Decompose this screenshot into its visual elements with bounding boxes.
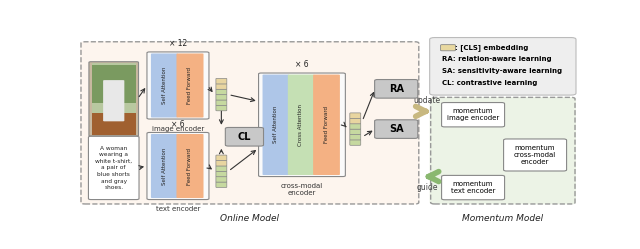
FancyBboxPatch shape [440,45,456,51]
Text: Feed Forward: Feed Forward [188,147,192,185]
FancyBboxPatch shape [216,177,227,182]
FancyBboxPatch shape [442,175,504,200]
Text: CL: contrastive learning: CL: contrastive learning [442,80,538,86]
FancyBboxPatch shape [288,74,315,175]
FancyBboxPatch shape [80,41,420,204]
FancyBboxPatch shape [216,171,227,177]
Text: A woman
wearing a
white t-shirt,
a pair of
blue shorts
and gray
shoes.: A woman wearing a white t-shirt, a pair … [95,146,132,190]
Text: Momentum Model: Momentum Model [462,214,543,223]
Text: momentum
text encoder: momentum text encoder [451,181,495,194]
Text: RA: RA [388,84,404,94]
Text: Feed Forward: Feed Forward [324,106,329,143]
Text: × 6: × 6 [295,60,308,69]
Text: Cross Attention: Cross Attention [298,104,303,146]
FancyBboxPatch shape [89,62,138,136]
FancyBboxPatch shape [216,160,227,166]
FancyBboxPatch shape [216,78,227,84]
Bar [92,113,136,135]
Text: Online Model: Online Model [220,214,280,223]
Text: update: update [413,96,441,105]
Text: momentum
image encoder: momentum image encoder [447,108,499,121]
FancyBboxPatch shape [374,79,418,98]
FancyBboxPatch shape [147,132,209,199]
FancyBboxPatch shape [350,140,361,145]
Text: image encoder: image encoder [152,126,204,132]
Bar [92,65,136,103]
Text: Self Attention: Self Attention [273,106,278,143]
Bar [92,63,136,135]
Text: guide: guide [417,183,438,191]
FancyBboxPatch shape [216,89,227,95]
Text: RA: relation-aware learning: RA: relation-aware learning [442,56,552,62]
FancyBboxPatch shape [216,94,227,100]
FancyBboxPatch shape [504,139,566,171]
FancyBboxPatch shape [350,124,361,129]
Text: : [CLS] embedding: : [CLS] embedding [456,44,529,51]
FancyBboxPatch shape [177,134,204,198]
FancyBboxPatch shape [216,155,227,161]
FancyBboxPatch shape [216,166,227,171]
Text: text encoder: text encoder [156,206,200,212]
FancyBboxPatch shape [262,74,289,175]
Text: cross-modal
encoder: cross-modal encoder [281,183,323,196]
Text: CL: CL [237,132,251,142]
FancyBboxPatch shape [147,52,209,119]
FancyBboxPatch shape [429,38,576,95]
Text: momentum
cross-modal
encoder: momentum cross-modal encoder [514,145,556,165]
FancyBboxPatch shape [350,118,361,124]
FancyBboxPatch shape [225,127,264,146]
FancyBboxPatch shape [350,113,361,119]
FancyBboxPatch shape [313,74,340,175]
Text: Feed Forward: Feed Forward [188,67,192,104]
FancyBboxPatch shape [259,73,346,177]
Text: SA: SA [389,124,403,134]
FancyBboxPatch shape [350,129,361,134]
Text: Self Attention: Self Attention [162,147,166,185]
Text: Self Attention: Self Attention [162,67,166,104]
FancyBboxPatch shape [177,54,204,118]
Text: SA: sensitivity-aware learning: SA: sensitivity-aware learning [442,68,562,74]
Text: × 6: × 6 [171,120,185,129]
FancyBboxPatch shape [151,54,178,118]
FancyBboxPatch shape [151,134,178,198]
Text: × 12: × 12 [169,39,187,48]
FancyBboxPatch shape [374,120,418,138]
FancyBboxPatch shape [216,84,227,89]
FancyBboxPatch shape [442,103,504,127]
FancyBboxPatch shape [216,105,227,111]
FancyBboxPatch shape [88,136,139,199]
FancyBboxPatch shape [350,134,361,140]
FancyBboxPatch shape [429,97,576,204]
FancyBboxPatch shape [103,80,124,121]
FancyBboxPatch shape [216,182,227,187]
FancyBboxPatch shape [216,100,227,105]
